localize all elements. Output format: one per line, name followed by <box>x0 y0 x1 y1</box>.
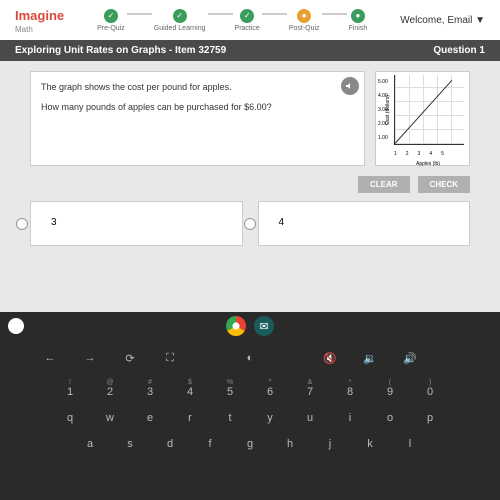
header: Imagine Math ✓Pre-Quiz ✓Guided Learning … <box>0 0 500 40</box>
logo: Imagine <box>15 8 64 23</box>
progress-step: ●Finish <box>349 9 368 32</box>
x-axis-ticks: 12345 <box>394 151 453 157</box>
welcome-user[interactable]: Welcome, Email ▼ <box>400 15 485 26</box>
key: ⟳ <box>116 352 144 365</box>
answers-row: 3 4 <box>30 201 470 246</box>
progress-tracker: ✓Pre-Quiz ✓Guided Learning ✓Practice ●Po… <box>97 9 367 32</box>
key: ◐ <box>236 352 264 365</box>
chrome-icon[interactable] <box>226 316 246 336</box>
key <box>196 352 224 365</box>
logo-subtitle: Math <box>15 25 64 34</box>
key: a <box>76 438 104 450</box>
key: ← <box>36 352 64 365</box>
x-axis-label: Apples (lb) <box>416 161 440 167</box>
key: (9 <box>376 379 404 398</box>
audio-icon[interactable] <box>341 77 359 95</box>
answer-value: 3 <box>51 217 57 228</box>
key: o <box>376 412 404 424</box>
question-text-box: The graph shows the cost per pound for a… <box>30 71 365 166</box>
check-icon: ✓ <box>104 9 118 23</box>
title-bar: Exploring Unit Rates on Graphs - Item 32… <box>0 40 500 61</box>
key: q <box>56 412 84 424</box>
key: g <box>236 438 264 450</box>
key: e <box>136 412 164 424</box>
taskbar: ✉ <box>0 312 500 340</box>
clear-button[interactable]: CLEAR <box>358 176 410 193</box>
question-line2: How many pounds of apples can be purchas… <box>41 102 354 112</box>
key: *8 <box>336 379 364 398</box>
progress-step: ●Post-Quiz <box>289 9 320 32</box>
app-icon[interactable]: ✉ <box>254 316 274 336</box>
key: ^6 <box>256 379 284 398</box>
app-screen: Imagine Math ✓Pre-Quiz ✓Guided Learning … <box>0 0 500 340</box>
progress-step: ✓Pre-Quiz <box>97 9 125 32</box>
answer-option[interactable]: 4 <box>258 201 471 246</box>
answer-option[interactable]: 3 <box>30 201 243 246</box>
logo-block: Imagine Math <box>15 7 64 34</box>
key: s <box>116 438 144 450</box>
key: u <box>296 412 324 424</box>
key: !1 <box>56 379 84 398</box>
future-step-icon: ● <box>351 9 365 23</box>
key: i <box>336 412 364 424</box>
question-line1: The graph shows the cost per pound for a… <box>41 82 354 92</box>
key: %5 <box>216 379 244 398</box>
key: y <box>256 412 284 424</box>
key: ⛶ <box>156 352 184 365</box>
key: l <box>396 438 424 450</box>
graph-line <box>395 80 453 144</box>
key: f <box>196 438 224 450</box>
graph-area <box>394 75 464 145</box>
key: r <box>176 412 204 424</box>
graph-box: 5.00 4.00 3.00 2.00 1.00 Cost (dollars) … <box>375 71 470 166</box>
key: k <box>356 438 384 450</box>
key: j <box>316 438 344 450</box>
current-step-icon: ● <box>297 9 311 23</box>
key: w <box>96 412 124 424</box>
key: t <box>216 412 244 424</box>
keyboard-row: !1 @2 #3 $4 %5 ^6&7 *8 (9 )0 <box>20 379 480 398</box>
key <box>436 352 464 365</box>
check-icon: ✓ <box>240 9 254 23</box>
keyboard-row: qwertyuiop <box>20 412 480 424</box>
lesson-title: Exploring Unit Rates on Graphs - Item 32… <box>15 45 226 56</box>
content-area: The graph shows the cost per pound for a… <box>0 61 500 256</box>
key: #3 <box>136 379 164 398</box>
progress-step: ✓Guided Learning <box>154 9 206 32</box>
radio-icon[interactable] <box>244 218 256 230</box>
question-number: Question 1 <box>433 45 485 56</box>
key: h <box>276 438 304 450</box>
y-axis-label: Cost (dollars) <box>385 95 391 125</box>
key <box>276 352 304 365</box>
key: d <box>156 438 184 450</box>
key: → <box>76 352 104 365</box>
physical-keyboard: ← → ⟳ ⛶ ◐ 🔇 🔉 🔊 !1 @2 #3 $4 %5 ^6&7 *8 (9 )0 qwertyuiop… <box>0 340 500 500</box>
launcher-icon[interactable] <box>8 318 24 334</box>
key: @2 <box>96 379 124 398</box>
key: 🔇 <box>316 352 344 365</box>
progress-step: ✓Practice <box>235 9 260 32</box>
radio-icon[interactable] <box>16 218 28 230</box>
keyboard-row: ← → ⟳ ⛶ ◐ 🔇 🔉 🔊 <box>20 352 480 365</box>
button-row: CLEAR CHECK <box>30 176 470 193</box>
key: p <box>416 412 444 424</box>
key: 🔊 <box>396 352 424 365</box>
key: )0 <box>416 379 444 398</box>
keyboard-row: asdfghjkl <box>20 438 480 450</box>
check-icon: ✓ <box>173 9 187 23</box>
key: &7 <box>296 379 324 398</box>
question-row: The graph shows the cost per pound for a… <box>30 71 470 166</box>
check-button[interactable]: CHECK <box>418 176 470 193</box>
answer-value: 4 <box>279 217 285 228</box>
key: 🔉 <box>356 352 384 365</box>
key: $4 <box>176 379 204 398</box>
